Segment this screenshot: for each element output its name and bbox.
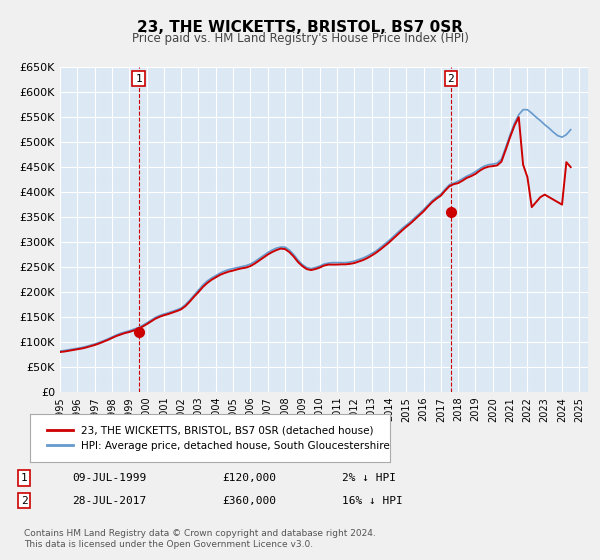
Text: 2: 2: [20, 496, 28, 506]
Text: 23, THE WICKETTS, BRISTOL, BS7 0SR: 23, THE WICKETTS, BRISTOL, BS7 0SR: [137, 20, 463, 35]
Text: 1: 1: [20, 473, 28, 483]
Text: £360,000: £360,000: [222, 496, 276, 506]
Text: 28-JUL-2017: 28-JUL-2017: [72, 496, 146, 506]
Text: £120,000: £120,000: [222, 473, 276, 483]
Text: 09-JUL-1999: 09-JUL-1999: [72, 473, 146, 483]
Text: 1: 1: [135, 74, 142, 83]
Text: Price paid vs. HM Land Registry's House Price Index (HPI): Price paid vs. HM Land Registry's House …: [131, 32, 469, 45]
Legend: 23, THE WICKETTS, BRISTOL, BS7 0SR (detached house), HPI: Average price, detache: 23, THE WICKETTS, BRISTOL, BS7 0SR (deta…: [43, 422, 394, 455]
Text: Contains HM Land Registry data © Crown copyright and database right 2024.
This d: Contains HM Land Registry data © Crown c…: [24, 529, 376, 549]
Text: 16% ↓ HPI: 16% ↓ HPI: [342, 496, 403, 506]
Text: 2: 2: [448, 74, 454, 83]
Text: 2% ↓ HPI: 2% ↓ HPI: [342, 473, 396, 483]
